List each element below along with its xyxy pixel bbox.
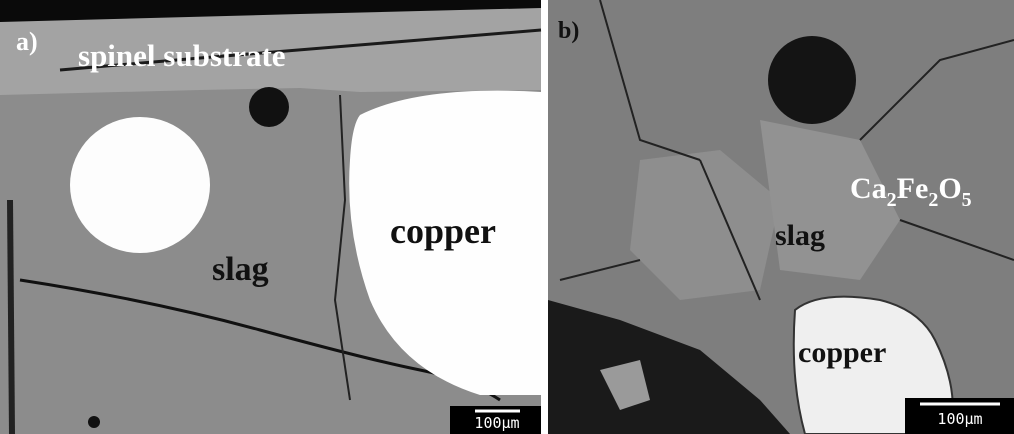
annotation: copper [390, 211, 496, 251]
pore [768, 36, 856, 124]
formula-part: 2 [887, 189, 897, 211]
scale-bar-label: 100μm [474, 414, 519, 432]
formula-part: 2 [928, 189, 938, 211]
annotation: spinel substrate [78, 38, 286, 73]
annotation: copper [798, 336, 886, 369]
panel-label: b) [558, 18, 579, 44]
page: {"panels": [ {"label": "a)", "annotation… [0, 0, 1014, 434]
formula-part: Ca [850, 172, 887, 205]
panel-label: a) [16, 27, 38, 56]
scale-bar-label: 100μm [937, 410, 982, 428]
crack [10, 200, 12, 434]
formula-part: 5 [962, 189, 972, 211]
formula-part: Fe [897, 172, 929, 205]
copper-droplet [70, 117, 210, 253]
annotation: slag [212, 251, 269, 288]
pore [249, 87, 289, 127]
panel-a: 100μm a) spinel substrate slag copper [0, 0, 541, 434]
formula-part: O [938, 172, 961, 205]
annotation: slag [775, 219, 825, 252]
pore [88, 416, 100, 428]
panel-b: 100μm b) Ca2Fe2O5 slag copper [548, 0, 1014, 434]
figure: 100μm a) spinel substrate slag copper 10… [0, 0, 1014, 434]
